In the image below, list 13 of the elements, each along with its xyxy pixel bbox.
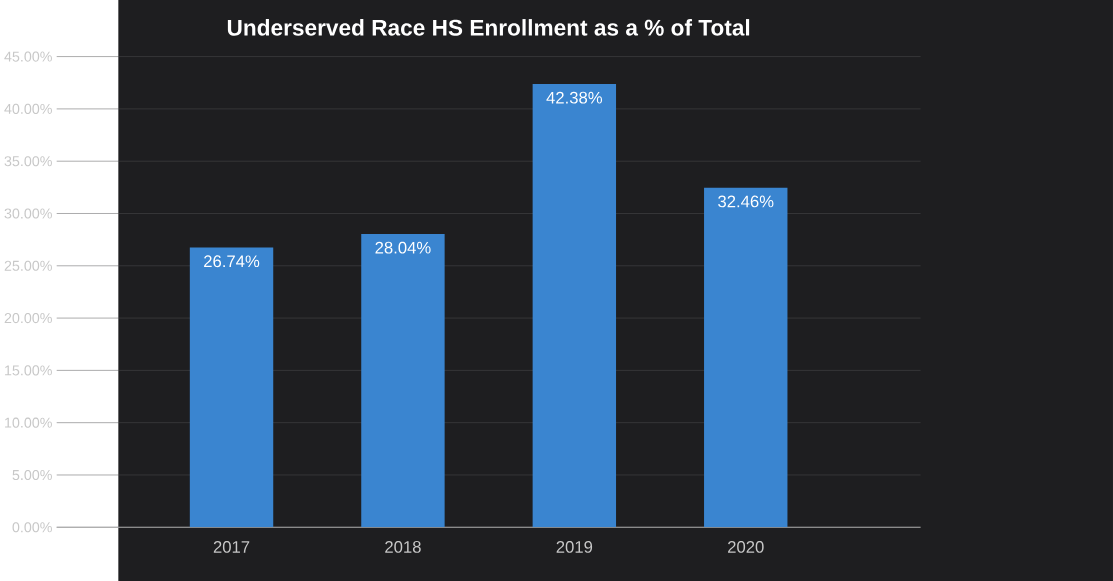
chart-title: Underserved Race HS Enrollment as a % of Total [227, 19, 750, 36]
bar [189, 247, 274, 528]
data-label: 32.46% [718, 195, 774, 208]
data-label: 26.74% [204, 255, 260, 268]
bar [532, 84, 617, 528]
bar [361, 234, 445, 528]
x-tick-label: 2017 [213, 541, 250, 553]
data-label: 28.04% [375, 241, 431, 254]
data-label: 42.38% [546, 91, 603, 104]
x-tick-label: 2018 [385, 541, 421, 553]
x-tick-label: 2019 [556, 541, 593, 553]
bar [704, 187, 788, 528]
x-tick-label: 2020 [728, 541, 764, 553]
